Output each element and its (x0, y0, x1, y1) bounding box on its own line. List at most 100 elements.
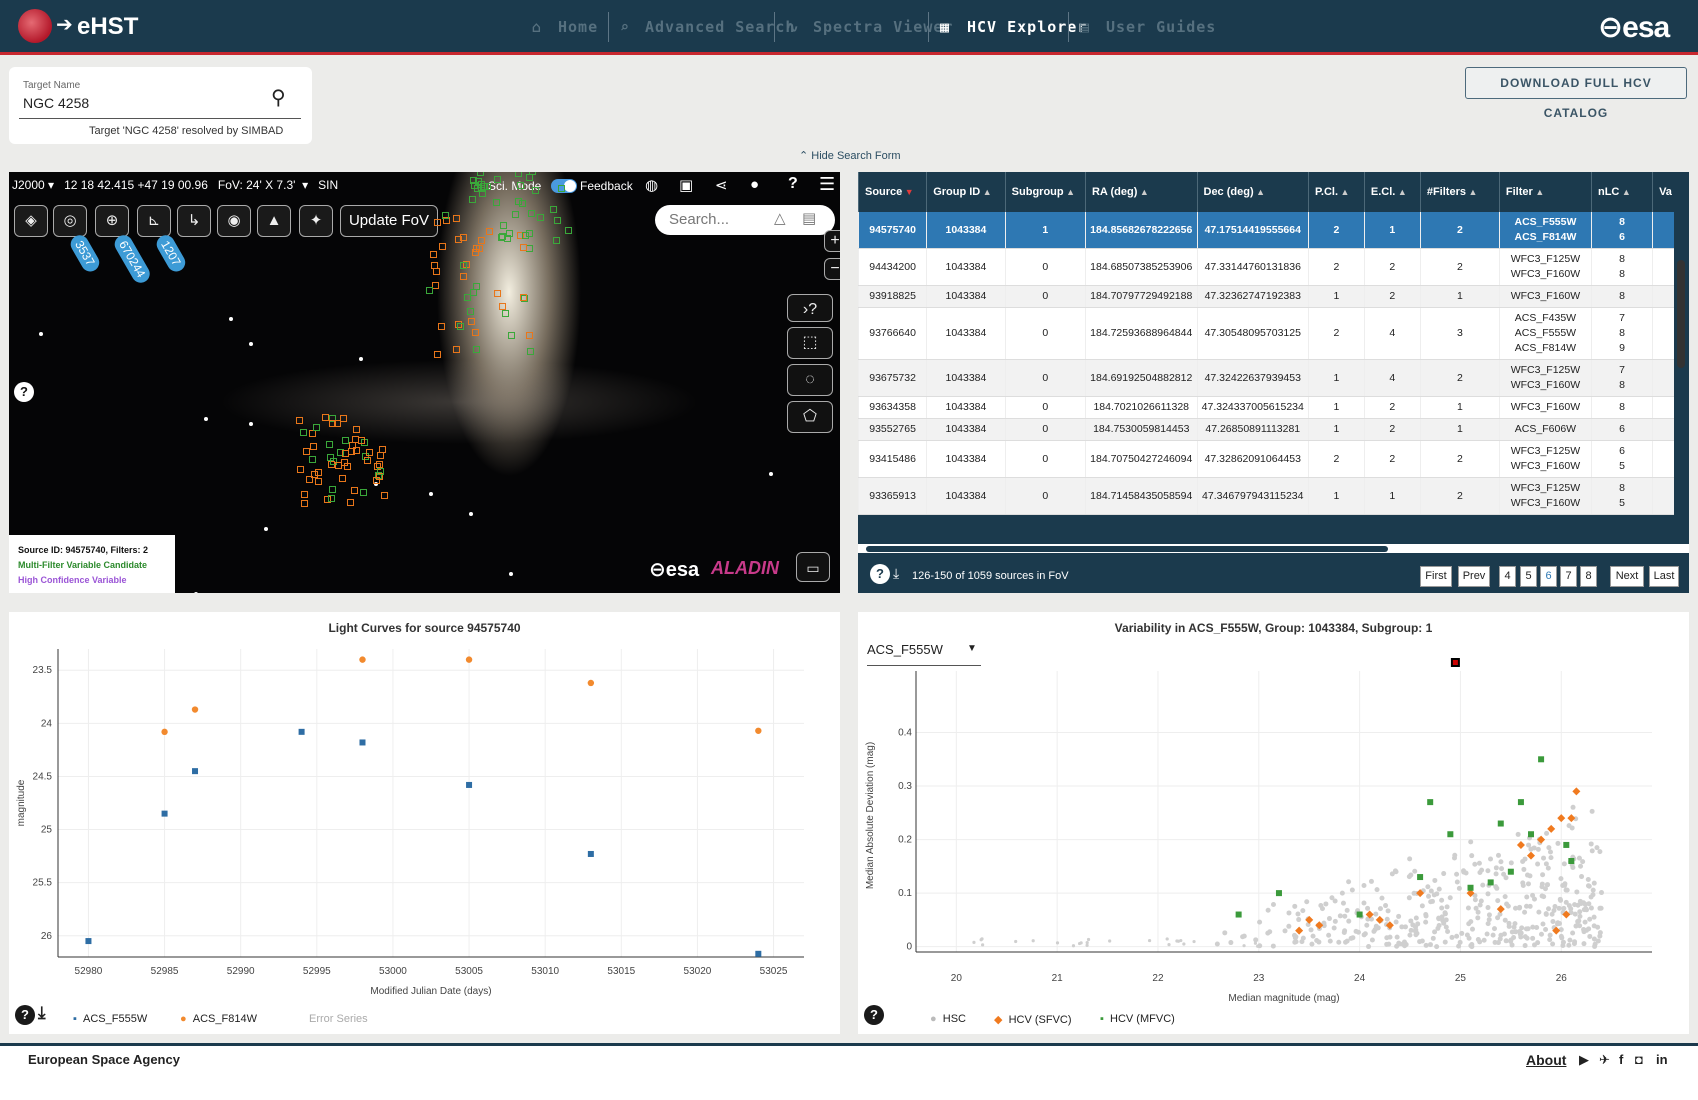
source-marker[interactable] (328, 419, 336, 427)
source-marker[interactable] (377, 452, 385, 460)
sort-icon[interactable]: ▲ (1338, 187, 1350, 197)
nav-advanced-search[interactable]: Advanced Search (645, 18, 796, 36)
source-marker[interactable] (550, 206, 558, 214)
source-marker[interactable] (468, 318, 476, 326)
sky-search-input[interactable]: Search... △ ▤ (655, 205, 835, 235)
legend-item[interactable]: Error Series (309, 1013, 368, 1025)
legend-item[interactable]: ▪ ACS_F555W (73, 1013, 148, 1025)
column-header[interactable]: E.Cl. ▲ (1363, 172, 1421, 212)
source-marker[interactable] (312, 424, 320, 432)
column-header[interactable]: Dec (deg) ▲ (1196, 172, 1309, 212)
download-catalog-button[interactable]: DOWNLOAD FULL HCV CATALOG (1465, 67, 1687, 120)
page-prev-button[interactable]: Prev (1458, 566, 1490, 587)
source-marker[interactable] (470, 176, 478, 184)
page-button[interactable]: 8 (1580, 566, 1597, 587)
polygon-select-icon[interactable]: ⬠ (787, 401, 833, 433)
galaxy-icon[interactable]: ◎ (53, 205, 87, 237)
source-marker[interactable] (456, 322, 464, 330)
source-marker[interactable] (528, 172, 536, 176)
linkedin-icon[interactable]: in (1656, 1052, 1668, 1067)
source-marker[interactable] (322, 413, 330, 421)
source-marker[interactable] (310, 442, 318, 450)
help-icon[interactable]: ? (788, 175, 798, 192)
help-icon[interactable]: ? (15, 1005, 35, 1025)
source-marker[interactable] (472, 345, 480, 353)
sort-icon[interactable]: ▲ (980, 187, 992, 197)
source-marker[interactable] (308, 455, 316, 463)
source-marker[interactable] (329, 486, 337, 494)
frame-select[interactable]: J2000 (12, 178, 45, 192)
esa-logo[interactable]: ⊖esa (1598, 11, 1670, 44)
source-marker[interactable] (516, 232, 524, 240)
source-marker[interactable] (525, 332, 533, 340)
table-row[interactable]: 93415486 1043384 0 184.70750427246094 47.328… (858, 440, 1678, 478)
source-marker[interactable] (494, 289, 502, 297)
source-marker[interactable] (426, 287, 434, 295)
source-marker[interactable] (498, 232, 506, 240)
source-marker[interactable] (517, 181, 525, 189)
download-icon[interactable]: ⤓ (893, 565, 900, 581)
source-marker[interactable] (364, 457, 372, 465)
badge-count[interactable]: 670244 (111, 232, 154, 287)
source-marker[interactable] (469, 195, 476, 203)
table-row[interactable]: 94434200 1043384 0 184.68507385253906 47.331… (858, 248, 1678, 286)
source-marker[interactable] (453, 345, 461, 353)
source-marker[interactable] (479, 190, 487, 197)
source-marker[interactable] (493, 176, 501, 184)
legend-item[interactable]: ● ACS_F814W (180, 1013, 257, 1025)
column-header[interactable]: Group ID ▲ (926, 172, 1006, 212)
source-marker[interactable] (512, 210, 520, 218)
source-marker[interactable] (300, 499, 308, 507)
sort-icon[interactable]: ▼ (902, 187, 914, 197)
table-row[interactable]: 93365913 1043384 0 184.71458435058594 47.346… (858, 477, 1678, 515)
sort-icon[interactable]: ▲ (1063, 187, 1076, 197)
table-row[interactable]: 93766640 1043384 0 184.72593688964844 47.305… (858, 307, 1678, 360)
legend-item[interactable]: ▪ HCV (MFVC) (1100, 1013, 1175, 1025)
graduation-icon[interactable]: ▲ (257, 205, 291, 237)
source-marker[interactable] (565, 226, 573, 234)
sort-icon[interactable]: ▲ (1465, 187, 1478, 197)
target-icon[interactable]: ↳ (177, 205, 211, 237)
source-marker[interactable] (296, 466, 304, 474)
source-marker[interactable] (366, 449, 374, 457)
source-marker[interactable] (374, 463, 382, 471)
source-marker[interactable] (433, 218, 441, 226)
source-marker[interactable] (433, 350, 441, 358)
feedback-link[interactable]: Feedback (580, 179, 633, 193)
source-marker[interactable] (333, 419, 341, 427)
help-icon[interactable]: ? (870, 564, 890, 584)
source-marker[interactable] (501, 309, 509, 317)
horizontal-scrollbar[interactable] (858, 544, 1689, 553)
vertical-scrollbar[interactable] (1674, 172, 1689, 544)
youtube-icon[interactable]: ▶ (1579, 1052, 1589, 1067)
source-marker[interactable] (314, 477, 322, 485)
globe-icon[interactable]: ◍ (645, 177, 659, 194)
page-button[interactable]: 5 (1520, 566, 1537, 587)
user-icon[interactable]: ● (750, 176, 760, 193)
page-button[interactable]: 7 (1560, 566, 1577, 587)
source-marker[interactable] (359, 488, 367, 496)
badge-count[interactable]: 1207 (153, 232, 189, 275)
facebook-icon[interactable]: f (1619, 1052, 1624, 1067)
source-marker[interactable] (474, 177, 482, 185)
camera-icon[interactable]: ▣ (679, 177, 694, 194)
source-marker[interactable] (330, 457, 338, 465)
source-marker[interactable] (314, 468, 322, 476)
column-header[interactable]: Filter ▲ (1498, 172, 1592, 212)
source-marker[interactable] (485, 228, 493, 236)
source-marker[interactable] (515, 172, 523, 177)
source-marker[interactable] (300, 491, 308, 499)
source-marker[interactable] (477, 236, 485, 244)
source-marker[interactable] (463, 294, 471, 301)
source-marker[interactable] (305, 475, 313, 483)
source-marker[interactable] (503, 235, 511, 243)
nav-user-guides[interactable]: User Guides (1106, 18, 1217, 36)
selection-expand-icon[interactable]: ›? (787, 294, 833, 322)
source-marker[interactable] (432, 281, 440, 289)
table-row[interactable]: 94575740 1043384 1 184.85682678222656 47.175… (858, 212, 1678, 249)
source-marker[interactable] (309, 430, 317, 437)
source-marker[interactable] (521, 232, 529, 240)
page-last-button[interactable]: Last (1649, 566, 1679, 587)
source-marker[interactable] (351, 486, 359, 494)
source-marker[interactable] (557, 184, 565, 192)
